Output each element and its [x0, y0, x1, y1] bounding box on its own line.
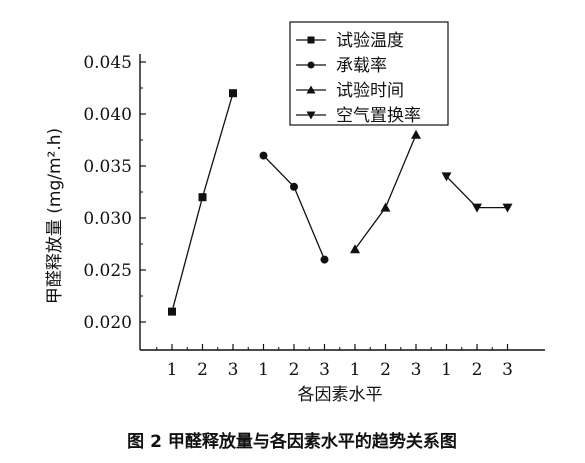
y-tick-label: 0.035: [83, 157, 132, 177]
data-point: [320, 255, 329, 264]
x-tick-label: 3: [411, 360, 422, 380]
series-line: [446, 175, 508, 209]
legend-label: 试验时间: [336, 81, 404, 101]
y-tick-label: 0.045: [83, 53, 132, 73]
x-tick-label: 1: [167, 360, 178, 380]
legend-label: 试验温度: [336, 31, 404, 51]
series-line: [354, 134, 417, 250]
y-tick-label: 0.025: [83, 261, 132, 281]
x-tick-label: 3: [319, 360, 330, 380]
x-tick-label: 2: [289, 360, 300, 380]
data-point: [290, 182, 298, 191]
data-point: [229, 89, 237, 98]
y-axis-title: 甲醛释放量 (mg/m².h): [45, 128, 65, 304]
legend-marker: [306, 85, 316, 94]
x-tick-label: 1: [350, 360, 361, 380]
legend-label: 空气置换率: [336, 106, 421, 126]
series-line: [171, 93, 234, 312]
series-line: [263, 155, 326, 260]
y-tick-label: 0.030: [83, 209, 132, 229]
data-point: [259, 151, 268, 160]
y-tick-label: 0.040: [83, 105, 132, 125]
y-ticks: 0.020 0.025 0.030 0.035 0.040 0.045: [83, 53, 146, 333]
x-axis-title: 各因素水平: [298, 385, 383, 405]
data-point: [472, 203, 482, 213]
data-point: [441, 172, 452, 182]
legend-marker: [307, 61, 315, 69]
legend-frame: [289, 21, 449, 126]
data-point: [380, 202, 391, 212]
x-tick-label: 2: [197, 360, 208, 380]
x-tick-label: 1: [258, 360, 269, 380]
y-tick-label: 0.020: [83, 313, 132, 333]
data-point: [168, 307, 176, 316]
x-tick-label: 3: [502, 360, 513, 380]
x-tick-label: 1: [441, 360, 452, 380]
legend-marker: [307, 36, 315, 44]
figure-caption: 图 2 甲醛释放量与各因素水平的趋势关系图: [127, 431, 457, 452]
x-tick-label: 2: [380, 360, 391, 380]
series-layer: [168, 89, 513, 316]
x-tick-label: 2: [472, 360, 483, 380]
x-tick-label: 3: [228, 360, 239, 380]
legend-label: 承载率: [336, 56, 387, 76]
legend-marker: [306, 111, 316, 120]
data-point: [350, 244, 360, 254]
data-point: [411, 129, 421, 139]
data-point: [502, 203, 513, 213]
data-point: [198, 193, 207, 202]
